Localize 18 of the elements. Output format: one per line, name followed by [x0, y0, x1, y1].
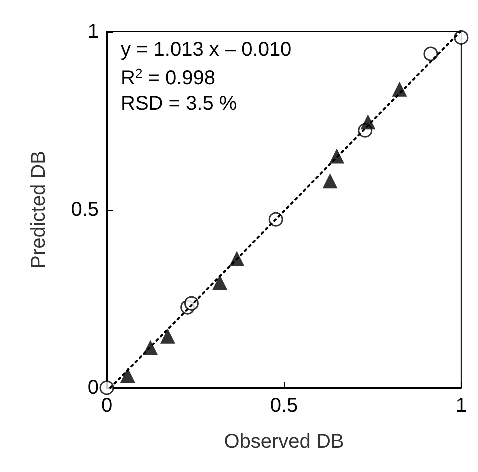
- point: [212, 275, 228, 290]
- x-tick-label: 0: [101, 395, 113, 417]
- x-axis-title: Observed DB: [224, 431, 344, 453]
- x-tick-label: 1: [456, 395, 467, 417]
- point: [120, 368, 136, 384]
- y-tick-label: 0: [88, 377, 99, 399]
- point: [160, 328, 176, 344]
- y-tick-label: 0.5: [71, 199, 99, 221]
- annotation: RSD = 3.5 %: [121, 93, 238, 115]
- point: [454, 30, 469, 45]
- y-tick-label: 1: [88, 21, 99, 43]
- point: [100, 380, 114, 396]
- point: [322, 174, 338, 189]
- x-tick-label: 0.5: [270, 395, 298, 417]
- point: [424, 46, 438, 62]
- annotation: y = 1.013 x – 0.010: [121, 39, 292, 61]
- point: [360, 114, 376, 130]
- y-axis-title: Predicted DB: [28, 151, 50, 269]
